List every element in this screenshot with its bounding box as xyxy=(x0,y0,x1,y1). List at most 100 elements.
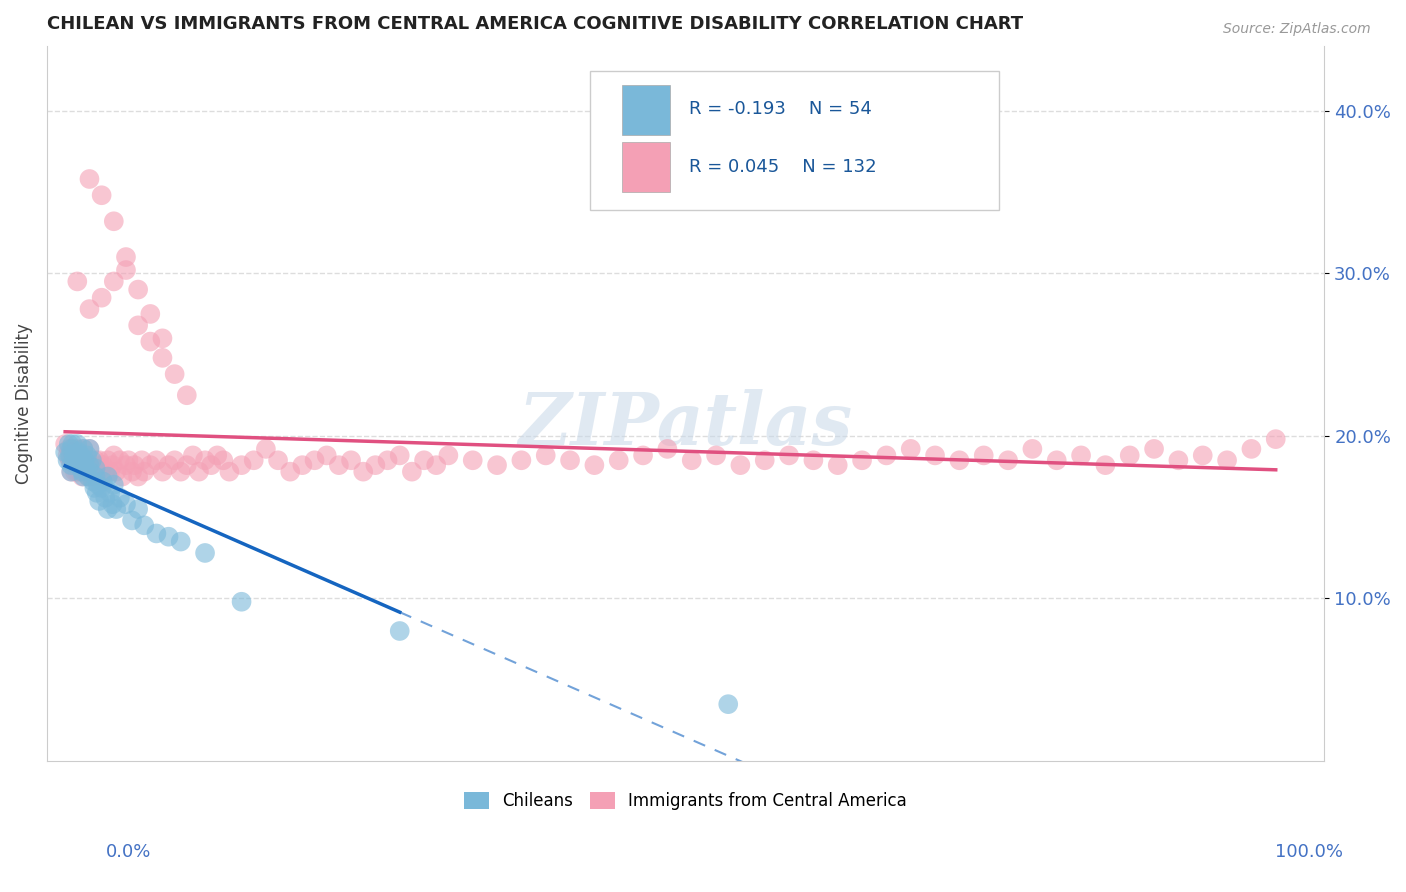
Text: 100.0%: 100.0% xyxy=(1275,843,1343,861)
Point xyxy=(94,465,117,479)
Point xyxy=(194,453,217,467)
Point xyxy=(70,449,93,463)
Point xyxy=(1264,432,1286,446)
Point xyxy=(60,445,83,459)
Point xyxy=(388,449,411,463)
Text: R = -0.193    N = 54: R = -0.193 N = 54 xyxy=(689,100,872,118)
Point xyxy=(72,465,94,479)
Point xyxy=(91,458,114,472)
Point xyxy=(425,458,447,472)
FancyBboxPatch shape xyxy=(621,85,671,135)
Point xyxy=(231,458,253,472)
Point xyxy=(778,449,800,463)
Point xyxy=(79,442,101,456)
Point xyxy=(87,477,110,491)
Point xyxy=(973,449,995,463)
Point xyxy=(84,461,107,475)
Point xyxy=(53,437,76,451)
Point xyxy=(170,465,193,479)
Point xyxy=(94,491,117,505)
Point xyxy=(1046,453,1069,467)
Point xyxy=(583,458,606,472)
Point xyxy=(82,469,104,483)
Point xyxy=(121,513,143,527)
Point xyxy=(304,453,326,467)
Point xyxy=(340,453,363,467)
Point xyxy=(139,458,162,472)
Point xyxy=(717,697,740,711)
Point xyxy=(105,465,128,479)
Point xyxy=(60,442,83,456)
Point xyxy=(1191,449,1213,463)
Point xyxy=(377,453,399,467)
Point xyxy=(152,465,174,479)
Point xyxy=(79,442,101,456)
Point xyxy=(56,449,79,463)
Point xyxy=(631,449,654,463)
Point xyxy=(157,530,180,544)
Point xyxy=(101,458,124,472)
Point xyxy=(900,442,922,456)
Point xyxy=(66,465,89,479)
Y-axis label: Cognitive Disability: Cognitive Disability xyxy=(15,323,32,483)
Text: Source: ZipAtlas.com: Source: ZipAtlas.com xyxy=(1223,22,1371,37)
Point xyxy=(69,458,91,472)
Point xyxy=(1216,453,1239,467)
Point xyxy=(657,442,679,456)
Point xyxy=(98,485,121,500)
Point xyxy=(79,458,101,472)
Point xyxy=(413,453,436,467)
Point xyxy=(62,442,84,456)
Point xyxy=(851,453,873,467)
Point xyxy=(83,481,105,495)
Point xyxy=(70,465,93,479)
Point xyxy=(157,458,180,472)
Legend: Chileans, Immigrants from Central America: Chileans, Immigrants from Central Americ… xyxy=(457,786,914,817)
Point xyxy=(328,458,350,472)
Point xyxy=(97,502,120,516)
Point xyxy=(127,502,149,516)
Point xyxy=(139,307,162,321)
Point xyxy=(76,453,98,467)
Point xyxy=(315,449,337,463)
Point xyxy=(176,458,198,472)
Point xyxy=(607,453,630,467)
Point xyxy=(58,437,80,451)
Point xyxy=(115,250,138,264)
Point xyxy=(1167,453,1189,467)
Point xyxy=(97,469,120,483)
Point xyxy=(486,458,509,472)
Point xyxy=(60,465,83,479)
Point xyxy=(77,469,100,483)
Point xyxy=(461,453,484,467)
Point xyxy=(163,453,186,467)
Point xyxy=(84,465,107,479)
Point xyxy=(84,453,107,467)
Point xyxy=(86,458,108,472)
Point xyxy=(152,351,174,365)
Point xyxy=(101,497,124,511)
Point xyxy=(194,546,217,560)
Point xyxy=(1021,442,1043,456)
Point xyxy=(62,437,84,451)
FancyBboxPatch shape xyxy=(591,70,998,211)
Point xyxy=(63,457,86,471)
Point xyxy=(278,465,301,479)
Point xyxy=(75,465,97,479)
Point xyxy=(1240,442,1263,456)
Point xyxy=(188,465,211,479)
Point xyxy=(66,442,89,456)
Point xyxy=(70,469,93,483)
Point xyxy=(87,465,110,479)
Point xyxy=(63,465,86,479)
Point xyxy=(681,453,703,467)
Point xyxy=(69,465,91,479)
Point xyxy=(401,465,423,479)
Point xyxy=(79,458,101,472)
Point xyxy=(200,458,222,472)
Point xyxy=(181,449,204,463)
Point xyxy=(1070,449,1092,463)
Point xyxy=(437,449,460,463)
Point xyxy=(510,453,533,467)
Point xyxy=(875,449,897,463)
